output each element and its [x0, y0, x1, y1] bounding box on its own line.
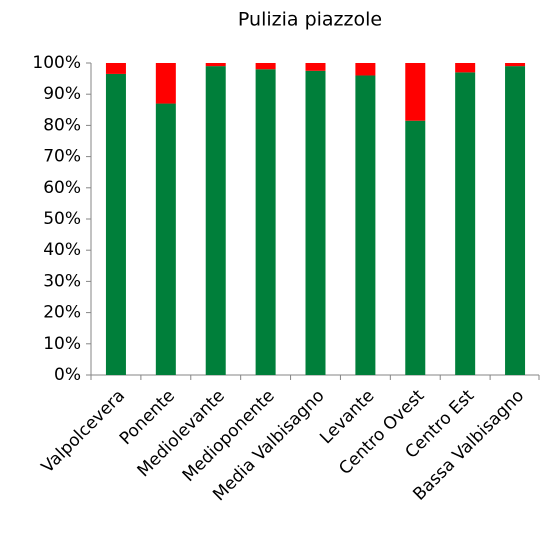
bar-segment	[355, 75, 376, 375]
y-tick-label: 80%	[43, 115, 81, 135]
bar-segment	[405, 120, 426, 375]
bar-segment	[455, 63, 476, 73]
bar-segment	[355, 63, 376, 76]
y-tick-label: 100%	[32, 53, 81, 73]
bar-segment	[205, 66, 226, 376]
bar-segment	[405, 63, 426, 121]
bar-segment	[305, 63, 326, 71]
y-tick-label: 90%	[43, 84, 81, 104]
bar-segment	[305, 70, 326, 376]
y-tick-label: 70%	[43, 147, 81, 167]
bar-segment	[505, 63, 526, 67]
bar-segment	[105, 63, 126, 74]
y-tick-label: 10%	[43, 334, 81, 354]
bar-segment	[105, 73, 126, 376]
x-tick-label: Valpolcevera	[38, 386, 129, 477]
bar-segment	[255, 63, 276, 70]
y-tick-label: 50%	[43, 209, 81, 229]
bar-segment	[155, 103, 176, 375]
y-tick-label: 0%	[54, 365, 81, 385]
bar-segment	[205, 63, 226, 67]
bar-segment	[505, 66, 526, 376]
bar-segment	[155, 63, 176, 104]
y-tick-label: 20%	[43, 303, 81, 323]
y-tick-label: 60%	[43, 178, 81, 198]
bar-segment	[455, 72, 476, 376]
y-tick-label: 30%	[43, 271, 81, 291]
y-tick-label: 40%	[43, 240, 81, 260]
chart-title: Pulizia piazzole	[238, 9, 382, 31]
x-tick-label: Mediolevante	[134, 386, 229, 481]
bar-segment	[255, 69, 276, 376]
